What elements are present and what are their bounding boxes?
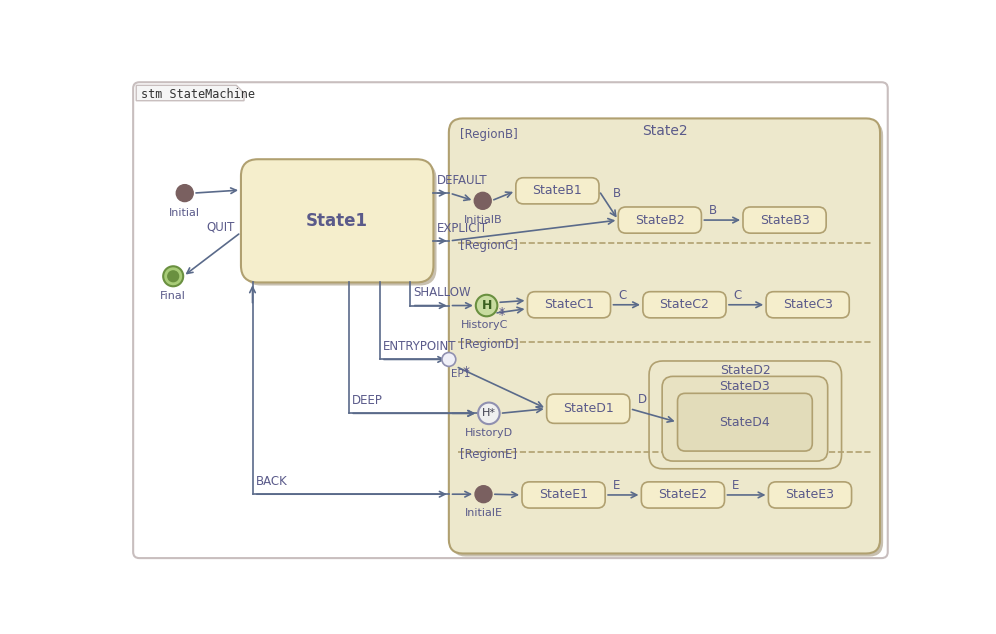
FancyBboxPatch shape <box>516 178 599 204</box>
FancyBboxPatch shape <box>743 207 826 233</box>
Text: QUIT: QUIT <box>206 221 235 233</box>
Text: E: E <box>732 479 740 492</box>
Text: StateB2: StateB2 <box>635 214 684 226</box>
Text: HistoryD: HistoryD <box>465 428 513 438</box>
Text: StateC3: StateC3 <box>783 298 833 311</box>
FancyBboxPatch shape <box>241 159 433 282</box>
Text: Final: Final <box>160 291 186 301</box>
Text: stm StateMachine: stm StateMachine <box>140 88 255 101</box>
Text: StateB3: StateB3 <box>760 214 810 226</box>
Text: [RegionB]: [RegionB] <box>459 129 517 141</box>
Text: StateE3: StateE3 <box>786 488 835 501</box>
FancyBboxPatch shape <box>649 361 842 469</box>
FancyBboxPatch shape <box>641 482 724 508</box>
Circle shape <box>167 271 178 281</box>
FancyBboxPatch shape <box>642 292 726 318</box>
Text: StateB1: StateB1 <box>533 184 583 197</box>
Text: *: * <box>499 309 505 323</box>
Text: StateE2: StateE2 <box>658 488 707 501</box>
FancyBboxPatch shape <box>244 162 436 285</box>
Text: StateD2: StateD2 <box>720 365 771 377</box>
Text: D: D <box>637 392 646 406</box>
FancyBboxPatch shape <box>766 292 850 318</box>
FancyBboxPatch shape <box>449 119 880 553</box>
Text: State2: State2 <box>641 124 687 138</box>
Circle shape <box>476 295 497 316</box>
Circle shape <box>176 184 193 202</box>
Text: StateD3: StateD3 <box>719 380 770 393</box>
Text: ENTRYPOINT: ENTRYPOINT <box>382 340 456 353</box>
Circle shape <box>475 486 492 503</box>
FancyBboxPatch shape <box>677 393 813 451</box>
FancyBboxPatch shape <box>768 482 852 508</box>
Text: DEFAULT: DEFAULT <box>436 174 487 187</box>
Text: StateD4: StateD4 <box>719 416 770 429</box>
FancyBboxPatch shape <box>522 482 606 508</box>
Polygon shape <box>136 86 244 101</box>
Text: Initial: Initial <box>169 208 200 217</box>
FancyBboxPatch shape <box>662 377 828 461</box>
Circle shape <box>474 192 491 209</box>
Text: B: B <box>709 204 717 217</box>
Text: StateE1: StateE1 <box>539 488 588 501</box>
Text: StateD1: StateD1 <box>563 402 614 415</box>
FancyBboxPatch shape <box>547 394 629 424</box>
Text: InitialE: InitialE <box>464 508 503 518</box>
Text: InitialB: InitialB <box>463 215 502 224</box>
Text: HistoryC: HistoryC <box>461 320 509 330</box>
Text: [RegionC]: [RegionC] <box>459 239 518 252</box>
Text: B: B <box>613 187 621 200</box>
FancyBboxPatch shape <box>528 292 611 318</box>
Text: *: * <box>463 365 470 379</box>
FancyBboxPatch shape <box>452 122 883 557</box>
Circle shape <box>478 403 500 424</box>
Text: C: C <box>734 288 742 302</box>
Text: State1: State1 <box>306 212 369 230</box>
Text: E: E <box>613 479 621 492</box>
Text: [RegionD]: [RegionD] <box>459 338 518 351</box>
Text: H: H <box>481 299 492 312</box>
Text: [RegionE]: [RegionE] <box>459 448 517 461</box>
Text: EXPLICIT: EXPLICIT <box>436 222 488 235</box>
FancyBboxPatch shape <box>133 82 887 558</box>
Text: H*: H* <box>482 408 496 418</box>
Text: StateC2: StateC2 <box>659 298 709 311</box>
Circle shape <box>442 353 456 366</box>
Circle shape <box>163 266 183 287</box>
Text: StateC1: StateC1 <box>544 298 594 311</box>
FancyBboxPatch shape <box>619 207 701 233</box>
Text: EP1: EP1 <box>451 370 470 380</box>
Text: C: C <box>619 288 626 302</box>
Text: SHALLOW: SHALLOW <box>413 287 471 299</box>
Text: *: * <box>499 306 505 320</box>
Text: DEEP: DEEP <box>352 394 382 407</box>
Text: BACK: BACK <box>256 475 287 488</box>
